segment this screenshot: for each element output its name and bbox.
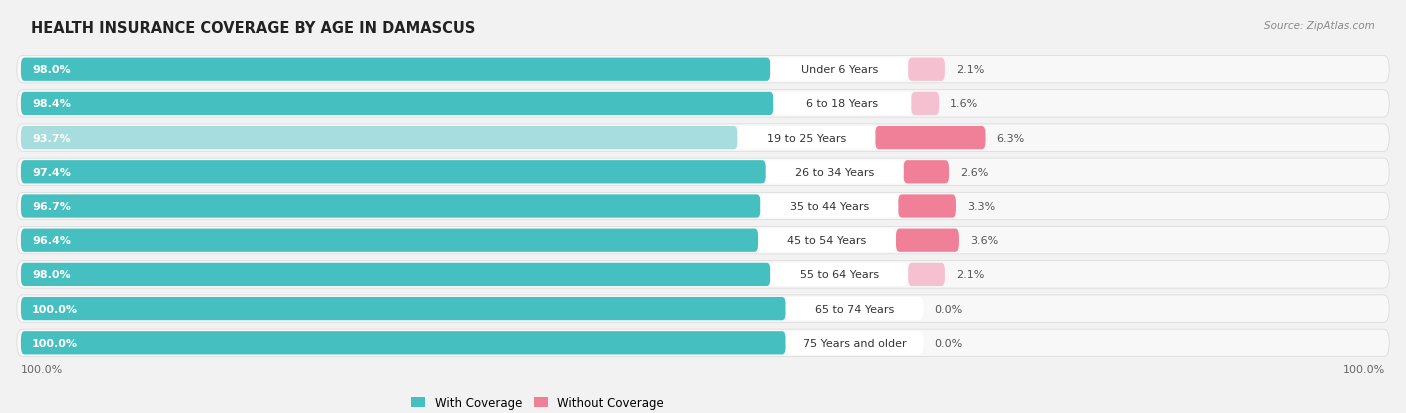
Text: 96.7%: 96.7% <box>32 202 70 211</box>
FancyBboxPatch shape <box>17 125 1389 152</box>
FancyBboxPatch shape <box>17 193 1389 220</box>
Text: 65 to 74 Years: 65 to 74 Years <box>815 304 894 314</box>
FancyBboxPatch shape <box>17 295 1389 323</box>
FancyBboxPatch shape <box>766 161 904 184</box>
Text: 2.6%: 2.6% <box>960 167 988 177</box>
FancyBboxPatch shape <box>21 93 773 116</box>
FancyBboxPatch shape <box>17 329 1389 356</box>
FancyBboxPatch shape <box>896 229 959 252</box>
Text: 98.4%: 98.4% <box>32 99 70 109</box>
Text: 35 to 44 Years: 35 to 44 Years <box>790 202 869 211</box>
FancyBboxPatch shape <box>21 297 786 320</box>
FancyBboxPatch shape <box>770 263 908 286</box>
FancyBboxPatch shape <box>773 93 911 116</box>
Text: 100.0%: 100.0% <box>32 304 77 314</box>
Text: 26 to 34 Years: 26 to 34 Years <box>794 167 875 177</box>
Text: 6.3%: 6.3% <box>997 133 1025 143</box>
FancyBboxPatch shape <box>21 127 738 150</box>
Text: 2.1%: 2.1% <box>956 65 984 75</box>
Text: 100.0%: 100.0% <box>21 364 63 374</box>
FancyBboxPatch shape <box>21 331 786 355</box>
Text: 100.0%: 100.0% <box>32 338 77 348</box>
FancyBboxPatch shape <box>17 90 1389 118</box>
FancyBboxPatch shape <box>738 127 876 150</box>
FancyBboxPatch shape <box>904 161 949 184</box>
Text: 96.4%: 96.4% <box>32 236 70 246</box>
Text: 0.0%: 0.0% <box>935 338 963 348</box>
FancyBboxPatch shape <box>17 159 1389 186</box>
FancyBboxPatch shape <box>786 297 924 320</box>
FancyBboxPatch shape <box>17 261 1389 288</box>
Text: 0.0%: 0.0% <box>935 304 963 314</box>
Text: 55 to 64 Years: 55 to 64 Years <box>800 270 879 280</box>
Text: 3.3%: 3.3% <box>967 202 995 211</box>
Text: 1.6%: 1.6% <box>950 99 979 109</box>
Text: 3.6%: 3.6% <box>970 236 998 246</box>
FancyBboxPatch shape <box>908 58 945 82</box>
FancyBboxPatch shape <box>786 331 924 355</box>
FancyBboxPatch shape <box>758 229 896 252</box>
FancyBboxPatch shape <box>908 263 945 286</box>
Text: HEALTH INSURANCE COVERAGE BY AGE IN DAMASCUS: HEALTH INSURANCE COVERAGE BY AGE IN DAMA… <box>31 21 475 36</box>
FancyBboxPatch shape <box>17 57 1389 84</box>
Text: Source: ZipAtlas.com: Source: ZipAtlas.com <box>1264 21 1375 31</box>
FancyBboxPatch shape <box>876 127 986 150</box>
FancyBboxPatch shape <box>21 263 770 286</box>
Legend: With Coverage, Without Coverage: With Coverage, Without Coverage <box>406 392 669 413</box>
FancyBboxPatch shape <box>21 229 758 252</box>
FancyBboxPatch shape <box>21 58 770 82</box>
Text: 97.4%: 97.4% <box>32 167 70 177</box>
FancyBboxPatch shape <box>17 227 1389 254</box>
FancyBboxPatch shape <box>911 93 939 116</box>
Text: 98.0%: 98.0% <box>32 270 70 280</box>
Text: 93.7%: 93.7% <box>32 133 70 143</box>
FancyBboxPatch shape <box>898 195 956 218</box>
Text: 6 to 18 Years: 6 to 18 Years <box>806 99 879 109</box>
Text: 19 to 25 Years: 19 to 25 Years <box>766 133 846 143</box>
Text: 100.0%: 100.0% <box>1343 364 1385 374</box>
FancyBboxPatch shape <box>21 161 766 184</box>
Text: Under 6 Years: Under 6 Years <box>800 65 877 75</box>
FancyBboxPatch shape <box>761 195 898 218</box>
Text: 2.1%: 2.1% <box>956 270 984 280</box>
Text: 45 to 54 Years: 45 to 54 Years <box>787 236 866 246</box>
FancyBboxPatch shape <box>21 195 761 218</box>
FancyBboxPatch shape <box>770 58 908 82</box>
Text: 75 Years and older: 75 Years and older <box>803 338 907 348</box>
Text: 98.0%: 98.0% <box>32 65 70 75</box>
